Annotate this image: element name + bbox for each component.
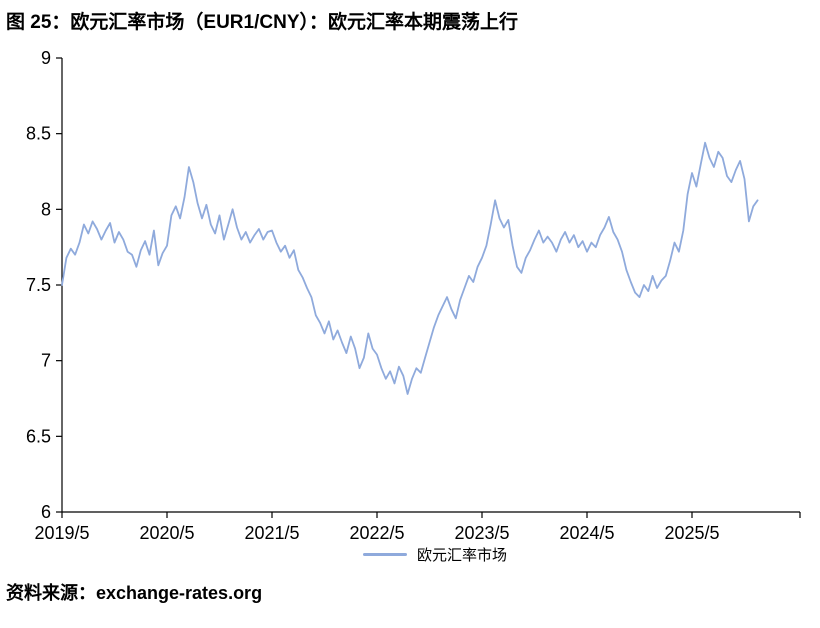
svg-text:7.5: 7.5 (26, 275, 51, 295)
legend-line-swatch (362, 552, 407, 556)
svg-text:2023/5: 2023/5 (454, 523, 509, 543)
svg-text:2024/5: 2024/5 (559, 523, 614, 543)
chart-title: 图 25：欧元汇率市场（EUR1/CNY）：欧元汇率本期震荡上行 (6, 12, 518, 33)
svg-text:2021/5: 2021/5 (244, 523, 299, 543)
svg-text:9: 9 (41, 48, 51, 68)
svg-text:2025/5: 2025/5 (664, 523, 719, 543)
svg-text:2020/5: 2020/5 (139, 523, 194, 543)
source-note: 资料来源：exchange-rates.org (6, 583, 263, 603)
svg-text:8: 8 (41, 199, 51, 219)
svg-text:6: 6 (41, 502, 51, 522)
svg-text:7: 7 (41, 351, 51, 371)
legend-label: 欧元汇率市场 (416, 546, 507, 564)
svg-text:2019/5: 2019/5 (34, 523, 89, 543)
line-chart: 6 6.5 7 7.5 8 8.5 9 2019/5 2020/5 2021/5 2022/5 202… (0, 38, 820, 543)
svg-text:2022/5: 2022/5 (349, 523, 404, 543)
svg-text:6.5: 6.5 (26, 426, 51, 446)
chart-canvas: 6 6.5 7 7.5 8 8.5 9 2019/5 2020/5 2021/5 2022/5 202… (26, 48, 801, 543)
svg-text:8.5: 8.5 (26, 124, 51, 144)
chart-legend: 欧元汇率市场 (50, 543, 820, 565)
